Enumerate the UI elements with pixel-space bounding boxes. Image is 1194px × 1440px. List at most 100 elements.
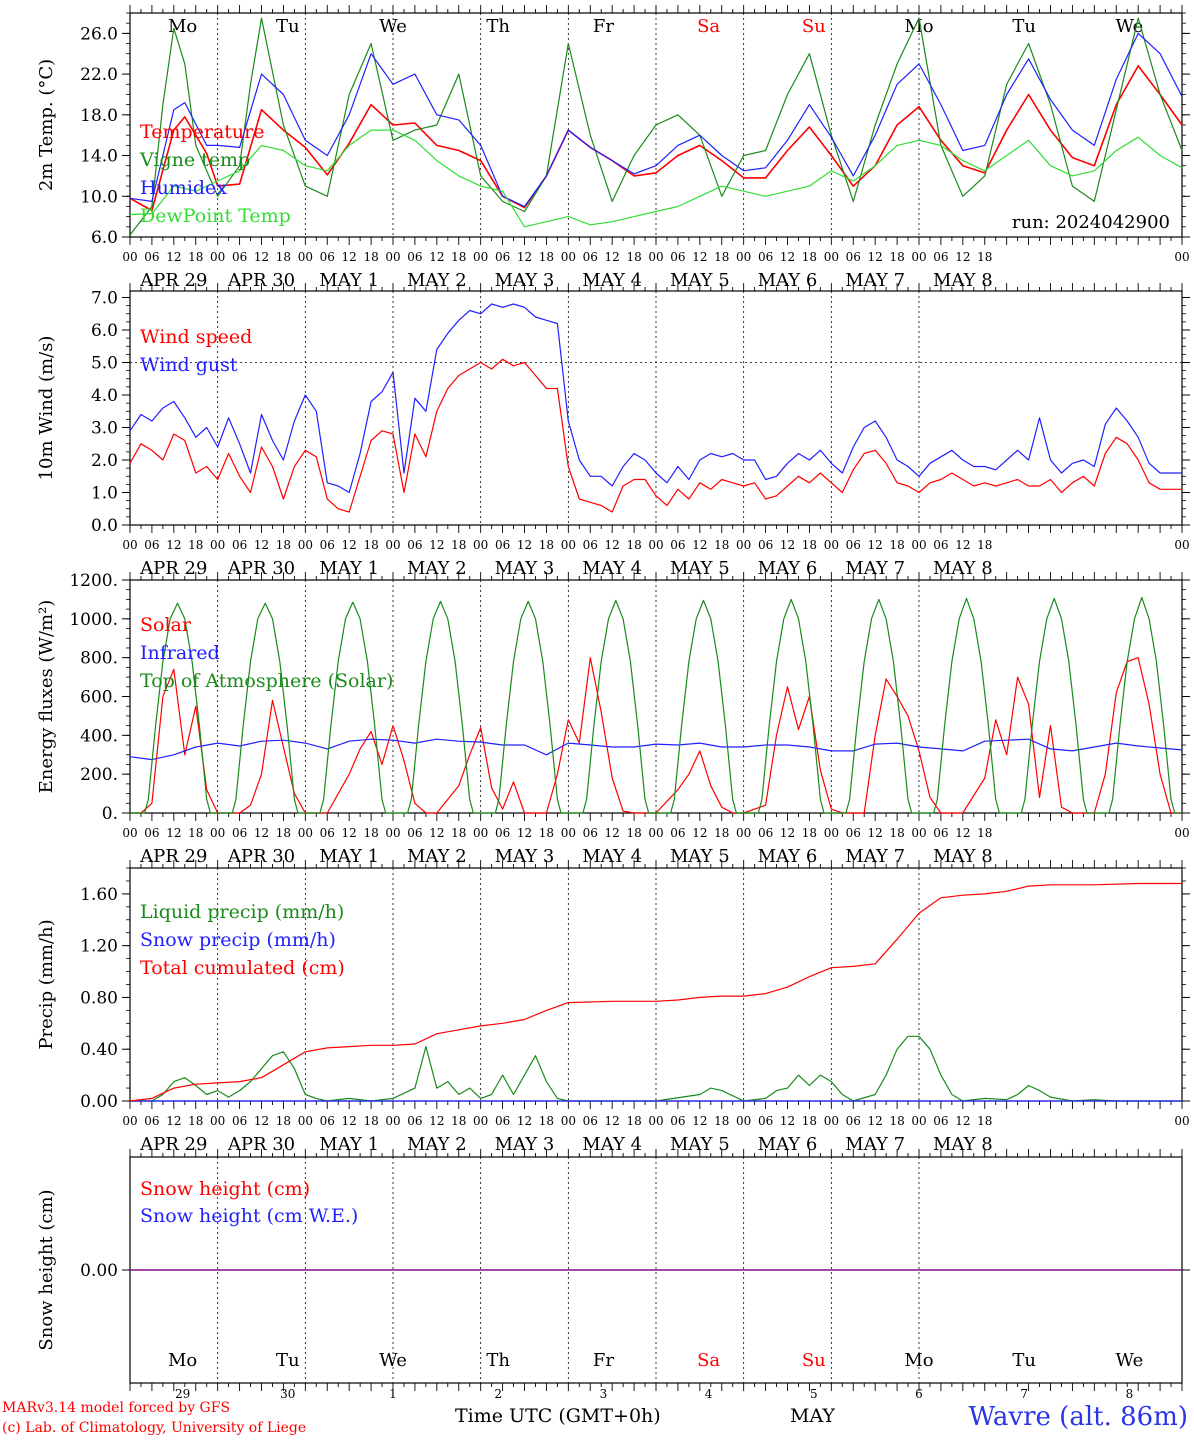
hour-tick-label: 18 [714, 1114, 729, 1128]
hour-tick-label: 18 [977, 250, 992, 264]
hour-tick-label: 00 [911, 826, 926, 840]
hour-tick-label: 12 [780, 1114, 795, 1128]
hour-tick-label: 18 [977, 538, 992, 552]
date-label: APR 30 [227, 1134, 295, 1155]
date-label: MAY 1 [319, 558, 379, 579]
date-label: MAY 8 [933, 1134, 993, 1155]
hour-tick-label: 18 [802, 1114, 817, 1128]
date-label: MAY 3 [495, 1134, 555, 1155]
hour-tick-label: 18 [626, 250, 641, 264]
y-tick-label: 200. [80, 765, 118, 785]
hour-tick-label: 06 [583, 250, 598, 264]
date-label: MAY 3 [495, 558, 555, 579]
weekday-label: Su [802, 1350, 826, 1371]
day-number-label: 30 [280, 1387, 295, 1400]
y-tick-label: 14.0 [80, 147, 118, 167]
y-tick-label: 1.0 [91, 484, 118, 504]
weekday-label: We [1116, 16, 1144, 37]
hour-tick-label: 12 [166, 250, 181, 264]
hour-tick-label: 00 [210, 250, 225, 264]
y-tick-label: 6.0 [91, 321, 118, 341]
hour-tick-label: 06 [144, 250, 159, 264]
hour-tick-label: 12 [342, 1114, 357, 1128]
hour-tick-label: 00 [911, 1114, 926, 1128]
hour-tick-label: 00 [561, 1114, 576, 1128]
hour-tick-label: 00 [473, 538, 488, 552]
hour-tick-label: 06 [232, 538, 247, 552]
day-number-label: 2 [494, 1387, 502, 1400]
hour-tick-label: 06 [758, 250, 773, 264]
hour-tick-label: 06 [933, 538, 948, 552]
weekday-label: Mo [168, 16, 197, 37]
date-label: MAY 1 [319, 1134, 379, 1155]
hour-tick-label: 18 [188, 538, 203, 552]
series-line-energy-0 [130, 657, 1182, 814]
hour-tick-label: 12 [955, 250, 970, 264]
hour-tick-label: 00 [473, 1114, 488, 1128]
hour-tick-label: 00 [824, 826, 839, 840]
date-label: APR 30 [227, 270, 295, 291]
hour-tick-label: 00 [473, 826, 488, 840]
hour-tick-label: 12 [868, 826, 883, 840]
hour-tick-label: 06 [583, 1114, 598, 1128]
date-label: MAY 1 [319, 270, 379, 291]
hour-tick-label: 12 [692, 250, 707, 264]
date-label: MAY 6 [758, 270, 818, 291]
hour-tick-label: 00 [648, 538, 663, 552]
series-line-precip-0 [130, 1035, 1182, 1102]
hour-tick-label: 00 [122, 826, 137, 840]
hour-tick-label: 12 [166, 826, 181, 840]
legend-green: Top of Atmosphere (Solar) [140, 670, 393, 692]
date-label: MAY 3 [495, 846, 555, 867]
hour-tick-label: 18 [539, 826, 554, 840]
hour-tick-label: 18 [188, 250, 203, 264]
hour-tick-label: 12 [868, 250, 883, 264]
hour-tick-label: 18 [802, 250, 817, 264]
hour-tick-label: 00 [736, 250, 751, 264]
hour-tick-label: 00 [1174, 826, 1189, 840]
legend-green: Liquid precip (mm/h) [140, 901, 344, 923]
hour-tick-label: 00 [1174, 1114, 1189, 1128]
hour-tick-label: 06 [933, 250, 948, 264]
date-label: MAY 2 [407, 270, 467, 291]
hour-tick-label: 12 [780, 538, 795, 552]
hour-tick-label: 00 [911, 538, 926, 552]
hour-tick-label: 18 [539, 538, 554, 552]
date-label: MAY 5 [670, 846, 730, 867]
y-tick-label: 800. [80, 649, 118, 669]
run-annotation: run: 2024042900 [1012, 212, 1170, 233]
hour-tick-label: 06 [495, 1114, 510, 1128]
day-number-label: 7 [1020, 1387, 1028, 1400]
model-line-1: MARv3.14 model forced by GFS [2, 1400, 231, 1416]
hour-tick-label: 00 [648, 1114, 663, 1128]
day-number-label: 5 [810, 1387, 818, 1400]
hour-tick-label: 06 [670, 538, 685, 552]
hour-tick-label: 06 [407, 250, 422, 264]
y-tick-label: 1000. [69, 610, 118, 630]
weekday-label: Tu [1012, 1350, 1036, 1371]
hour-tick-label: 06 [846, 1114, 861, 1128]
y-axis-label: Snow height (cm) [36, 1189, 57, 1350]
series-line-energy-2 [130, 596, 1182, 814]
hour-tick-label: 18 [626, 538, 641, 552]
hour-tick-label: 12 [254, 826, 269, 840]
day-number-label: 8 [1126, 1387, 1134, 1400]
date-label: MAY 5 [670, 558, 730, 579]
hour-tick-label: 18 [276, 826, 291, 840]
legend-red: Solar [140, 614, 192, 636]
hour-tick-label: 12 [692, 1114, 707, 1128]
hour-tick-label: 12 [342, 826, 357, 840]
hour-tick-label: 18 [276, 250, 291, 264]
hour-tick-label: 18 [714, 538, 729, 552]
hour-tick-label: 00 [736, 1114, 751, 1128]
hour-tick-label: 00 [648, 250, 663, 264]
hour-tick-label: 12 [342, 538, 357, 552]
hour-tick-label: 12 [605, 538, 620, 552]
hour-tick-label: 18 [889, 250, 904, 264]
hour-tick-label: 00 [122, 1114, 137, 1128]
hour-tick-label: 18 [451, 538, 466, 552]
date-label: MAY 4 [582, 1134, 642, 1155]
hour-tick-label: 18 [539, 250, 554, 264]
hour-tick-label: 06 [144, 538, 159, 552]
y-tick-label: 7.0 [91, 289, 118, 309]
